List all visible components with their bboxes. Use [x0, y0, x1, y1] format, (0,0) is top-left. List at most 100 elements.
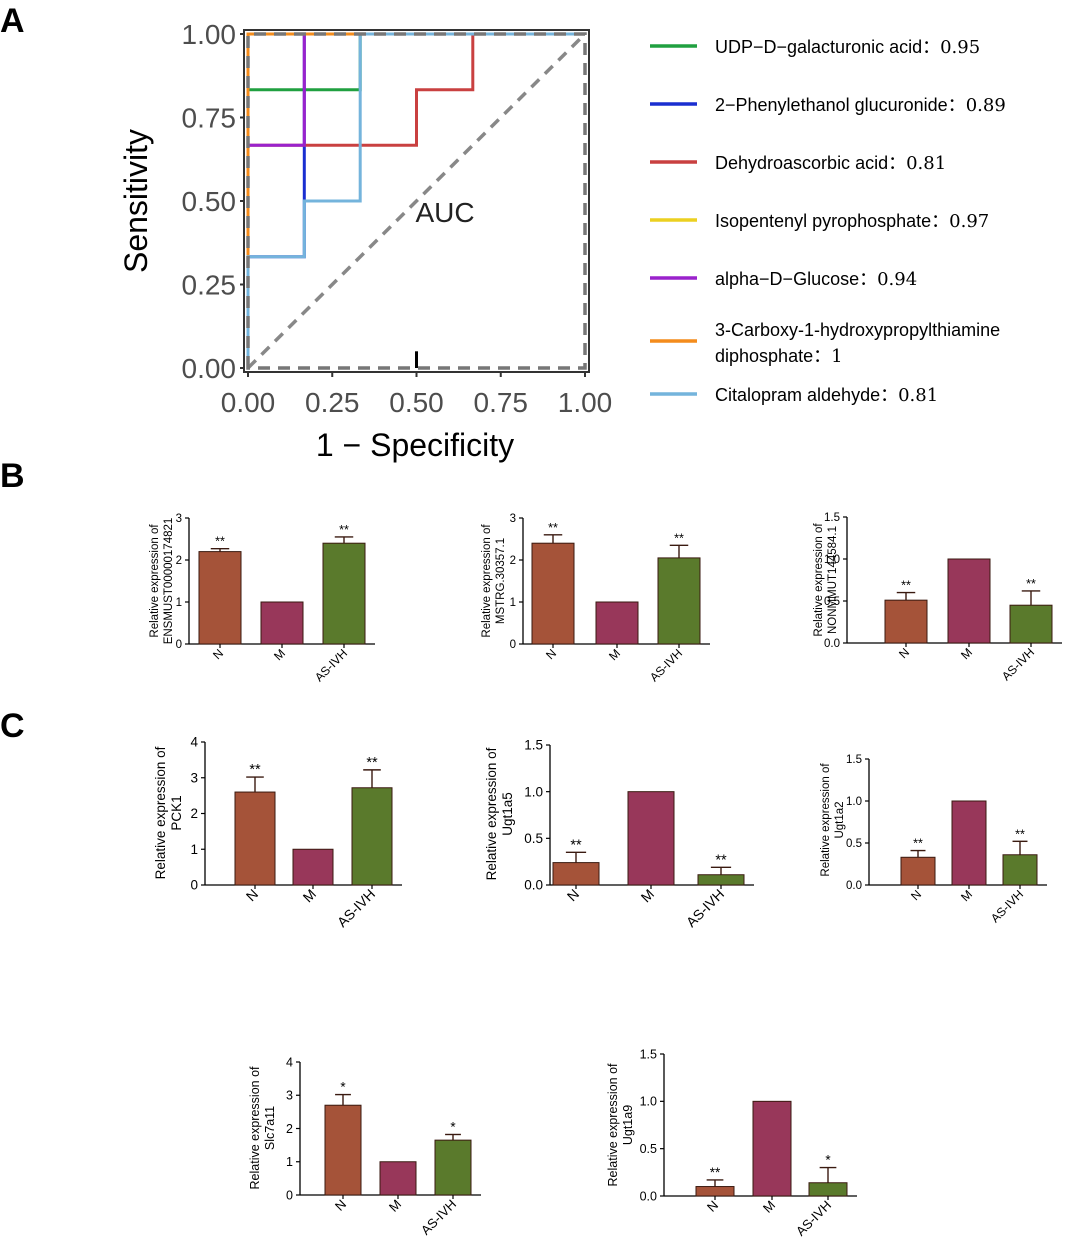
x-category-label: AS-IVH — [793, 1198, 834, 1239]
bar-n — [884, 599, 928, 644]
y-tick-label: 0.0 — [846, 880, 862, 892]
bar-chart-b2: 0 1 2 3 ** N M ** AS-IVH Relative expression of MS… — [481, 513, 710, 684]
roc-y-tick-label: 0.25 — [182, 270, 237, 301]
y-tick-label: 1.0 — [524, 784, 543, 799]
y-tick-label: 1.0 — [824, 554, 840, 566]
panel-label-c: C — [0, 707, 25, 745]
x-category-label: N — [896, 645, 912, 661]
bar-m — [947, 558, 991, 644]
significance-mark: ** — [710, 1165, 721, 1180]
roc-diagonal-reference — [246, 32, 587, 370]
x-category-label: N — [704, 1198, 721, 1215]
panel-label-b: B — [0, 457, 25, 495]
y-tick-label: 2 — [510, 555, 516, 567]
x-category-label: M — [271, 646, 288, 663]
y-axis-title-line: Relative expression of — [481, 524, 493, 638]
bar-as-ivh — [657, 557, 701, 645]
y-tick-label: 0 — [286, 1188, 293, 1202]
y-tick-label: 0.5 — [824, 596, 840, 608]
bar-m — [595, 601, 639, 645]
y-tick-label: 1.0 — [640, 1095, 657, 1109]
y-tick-label: 1.0 — [846, 796, 862, 808]
y-axis-title-line: Relative expression of — [820, 763, 832, 877]
y-tick-label: 1.5 — [524, 738, 543, 753]
bar-n — [234, 791, 276, 886]
bar-as-ivh — [808, 1182, 848, 1197]
x-category-label: N — [543, 646, 559, 662]
y-axis-title-line: NONMMUT144584.1 — [827, 526, 839, 634]
y-axis-title: Relative expression of NONMMUT144584.1 — [813, 523, 839, 637]
y-tick-label: 1 — [286, 1155, 293, 1169]
bar-n — [198, 551, 242, 645]
bar-chart-c1: 0 1 2 3 4 ** N M ** AS-IVH Relative expression ofP… — [153, 735, 402, 930]
bar-chart-c5: 0.0 0.5 1.0 1.5 ** N M * AS-IVH Relative expressi… — [606, 1047, 857, 1239]
y-tick-label: 3 — [286, 1089, 293, 1103]
bar-n — [552, 862, 600, 886]
bar-n — [695, 1186, 735, 1197]
y-axis-title: Relative expression ofUgt1a5 — [484, 747, 515, 880]
y-axis-title: Relative expression ofUgt1a9 — [606, 1063, 635, 1187]
x-category-label: M — [958, 645, 975, 662]
y-axis-title-line: Relative expression of — [149, 524, 161, 638]
bar-chart-b3: 0.0 0.5 1.0 1.5 ** N M ** AS-IVH Relative express… — [813, 512, 1062, 683]
roc-auc-annotation: AUC — [415, 197, 474, 228]
y-tick-label: 0.0 — [640, 1189, 657, 1203]
bar-m — [951, 800, 987, 886]
y-tick-label: 1 — [190, 842, 198, 857]
significance-mark: ** — [674, 531, 684, 545]
bar-chart-b1: 0 1 2 3 ** N M ** AS-IVH Relative expression of EN… — [149, 513, 375, 684]
significance-mark: ** — [339, 523, 349, 537]
significance-mark: ** — [249, 762, 261, 778]
y-axis-title-line: Slc7a11 — [263, 1106, 277, 1150]
roc-legend-label-5: alpha−D−Glucose：0.94 — [715, 269, 917, 290]
x-category-label: M — [638, 886, 658, 906]
y-tick-label: 2 — [176, 555, 182, 567]
y-tick-label: 2 — [190, 806, 198, 821]
x-category-label: M — [958, 887, 975, 904]
significance-mark: ** — [215, 535, 225, 549]
bar-chart-c4: 0 1 2 3 4 * N M * AS-IVH Relative expression ofSlc… — [248, 1055, 481, 1238]
x-category-label: AS-IVH — [647, 646, 685, 684]
y-axis-title: Relative expression of Ugt1a2 — [820, 763, 846, 877]
x-category-label: AS-IVH — [988, 887, 1026, 925]
roc-outline-reference — [246, 32, 587, 370]
y-axis-title-line: Relative expression of — [606, 1063, 620, 1187]
y-tick-label: 1.5 — [640, 1047, 657, 1061]
x-category-label: AS-IVH — [683, 886, 727, 930]
bar-m — [752, 1100, 792, 1197]
roc-legend-label-2: 2−Phenylethanol glucuronide：0.89 — [715, 95, 1006, 116]
significance-mark: ** — [570, 837, 582, 853]
roc-legend-auc-7: 0.81 — [898, 385, 938, 406]
y-tick-label: 0.5 — [640, 1142, 657, 1156]
roc-x-tick-label: 1.00 — [558, 387, 613, 418]
roc-y-tick-label: 0.00 — [182, 353, 237, 384]
x-category-label: M — [386, 1197, 404, 1215]
y-tick-label: 0 — [176, 639, 182, 651]
roc-chart: 0.00 0.25 0.50 0.75 1.00 0.00 0.25 0.50 0.75 1.00… — [118, 19, 612, 463]
roc-legend-label-6-line2: diphosphate：1 — [715, 346, 843, 367]
roc-y-tick-label: 1.00 — [182, 19, 237, 50]
roc-y-axis-title: Sensitivity — [118, 129, 154, 273]
bar-n — [531, 542, 575, 645]
roc-legend-auc-3: 0.81 — [906, 153, 946, 174]
y-axis-title-line: MSTRG.30357.1 — [495, 538, 507, 624]
y-tick-label: 0.5 — [846, 838, 862, 850]
roc-legend-auc-5: 0.94 — [877, 269, 917, 290]
significance-mark: * — [825, 1153, 831, 1168]
y-tick-label: 0.0 — [824, 638, 840, 650]
x-category-label: AS-IVH — [999, 645, 1037, 683]
y-axis-title: Relative expression ofPCK1 — [153, 746, 184, 879]
bar-as-ivh — [322, 542, 366, 645]
y-axis-title-line: Ugt1a9 — [621, 1105, 635, 1145]
bar-m — [627, 791, 675, 886]
y-axis-title-line: Ugt1a2 — [834, 801, 846, 838]
x-category-label: N — [332, 1197, 349, 1214]
y-axis-title: Relative expression of MSTRG.30357.1 — [481, 524, 507, 638]
x-category-label: N — [908, 887, 924, 903]
roc-x-tick-label: 0.25 — [305, 387, 360, 418]
y-axis-title-line: PCK1 — [169, 795, 184, 830]
bar-as-ivh — [1002, 854, 1038, 886]
y-axis-title-line: Relative expression of — [153, 746, 168, 879]
